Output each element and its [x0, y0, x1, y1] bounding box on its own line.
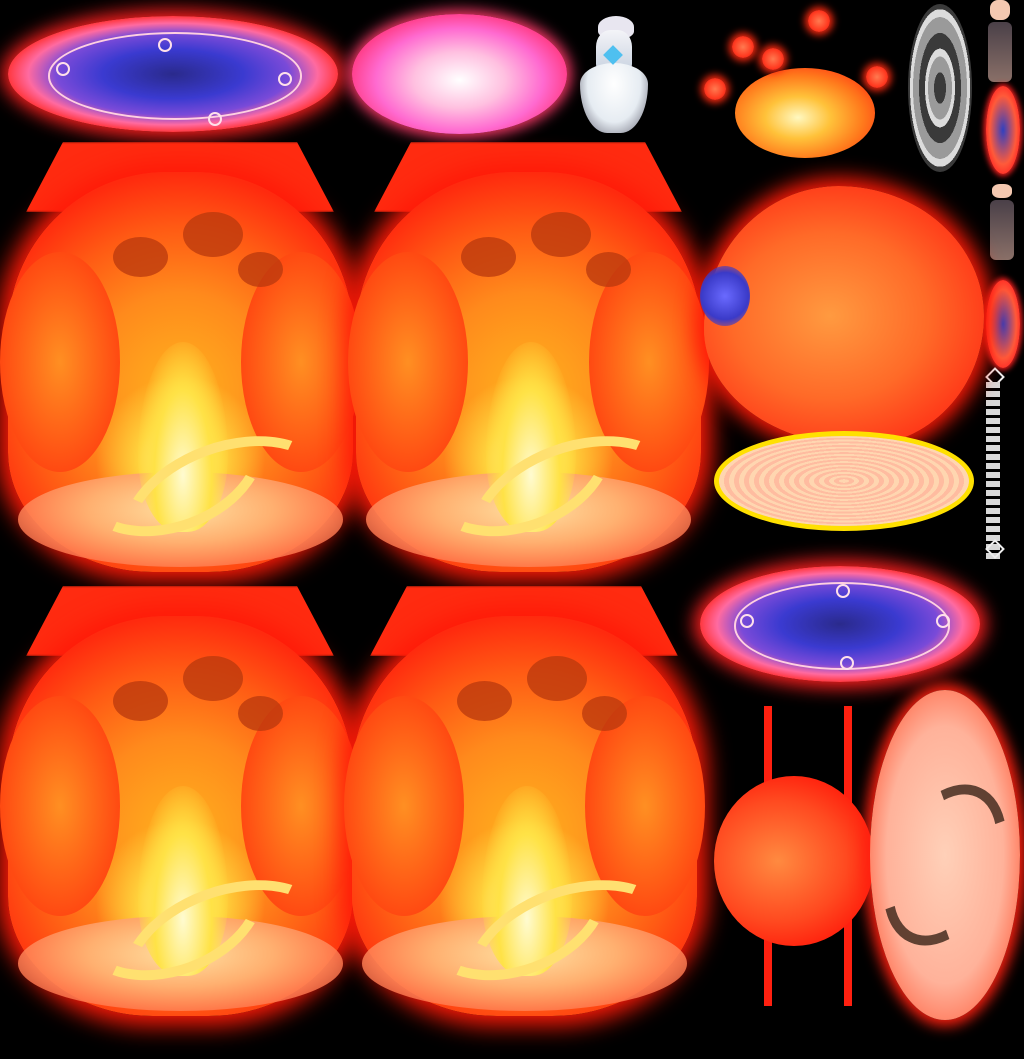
fire-column-2 — [348, 142, 709, 616]
mini-magic-circle — [986, 86, 1020, 174]
fire-bulge — [589, 252, 709, 472]
fire-orb — [866, 66, 888, 88]
character-legs-small — [986, 184, 1016, 272]
fire-cloud — [704, 186, 984, 446]
fire-bulge — [0, 252, 120, 472]
legs — [990, 200, 1014, 260]
magic-ring — [47, 32, 303, 120]
smoke-spot — [183, 656, 243, 701]
rune-icon — [56, 62, 70, 76]
smoke-spot — [461, 237, 516, 277]
mini-magic-circle — [986, 280, 1020, 368]
fire-orb — [808, 10, 830, 32]
fire-orb — [762, 48, 784, 70]
fire-plate — [714, 431, 974, 531]
fire-bulge — [585, 696, 705, 916]
fire-bulge — [241, 696, 361, 916]
puffy-fire-cloud — [700, 186, 984, 531]
rune-icon — [158, 38, 172, 52]
rune-icon — [836, 584, 850, 598]
character-portrait-small — [984, 0, 1014, 88]
skirt — [580, 63, 648, 133]
magic-circle-top-left — [8, 16, 338, 132]
swirl-disc — [859, 690, 1024, 1020]
side-flare — [704, 706, 874, 1006]
grey-disc — [908, 4, 972, 172]
magic-circle-right — [700, 566, 980, 682]
flame-core — [486, 342, 576, 532]
hand — [992, 184, 1012, 198]
character-dress — [574, 8, 654, 138]
flame-core — [138, 342, 228, 532]
fire-bulge — [344, 696, 464, 916]
magic-ring — [733, 582, 951, 670]
fire-orb — [732, 36, 754, 58]
rune-icon — [278, 72, 292, 86]
head — [990, 0, 1010, 20]
smoke-spot — [183, 212, 243, 257]
smoke-spot — [238, 696, 283, 731]
smoke-spot — [586, 252, 631, 287]
fire-bulge — [0, 696, 120, 916]
fire-orb — [704, 78, 726, 100]
smoke-spot — [238, 252, 283, 287]
burst-core — [735, 68, 875, 158]
flame-core — [482, 786, 572, 976]
flare-glow — [714, 776, 874, 946]
fire-burst-small — [700, 8, 890, 178]
rune-icon — [740, 614, 754, 628]
swirl-loop — [859, 764, 1024, 966]
fire-bulge — [348, 252, 468, 472]
smoke-spot — [582, 696, 627, 731]
smoke-spot — [531, 212, 591, 257]
rune-icon — [840, 656, 854, 670]
fire-bulge — [241, 252, 361, 472]
body — [988, 22, 1012, 82]
fire-column-4 — [344, 586, 705, 1059]
blue-spark — [700, 266, 750, 326]
smoke-spot — [457, 681, 512, 721]
pink-slash-effect — [352, 14, 567, 134]
smoke-spot — [113, 681, 168, 721]
flame-core — [138, 786, 228, 976]
rune-icon — [208, 112, 222, 126]
fire-column-3 — [0, 586, 361, 1059]
rune-icon — [936, 614, 950, 628]
chain — [986, 382, 1000, 560]
fire-column-1 — [0, 142, 361, 616]
smoke-spot — [527, 656, 587, 701]
smoke-spot — [113, 237, 168, 277]
